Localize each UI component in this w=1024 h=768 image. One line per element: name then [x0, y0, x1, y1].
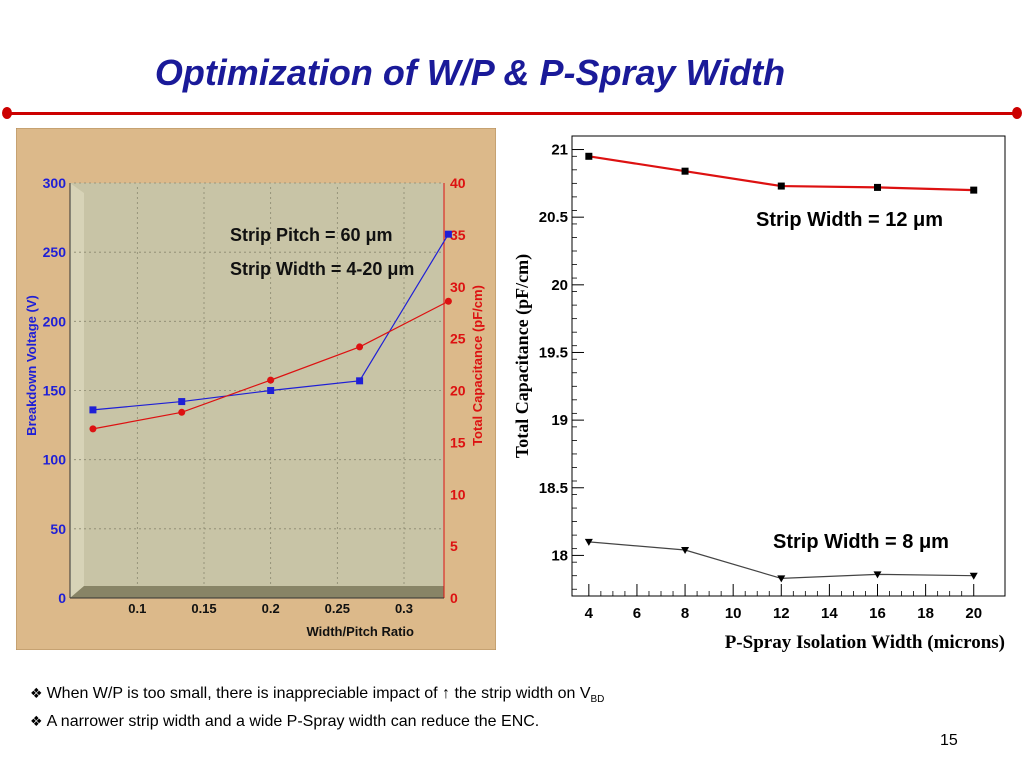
y-right-tick-label: 25 [450, 331, 466, 347]
chart-annotation: Strip Width = 4-20 μm [230, 259, 414, 279]
x-tick-label: 4 [585, 605, 594, 622]
strip-width-12-point [874, 183, 882, 191]
x-tick-label: 18 [917, 605, 934, 622]
plot-floor [70, 586, 444, 598]
breakdown-voltage-point [178, 398, 186, 406]
title-underline-left-cap [2, 107, 12, 119]
page-number: 15 [940, 732, 958, 749]
y-tick-label: 20.5 [539, 209, 568, 226]
bullet-text: A narrower strip width and a wide P-Spra… [46, 713, 540, 731]
capacitance-point [89, 425, 97, 433]
x-tick-label: 20 [965, 605, 982, 622]
x-tick-label: 12 [773, 605, 790, 622]
plot-left-wall [70, 183, 84, 598]
pspray-width-chart-svg: 4 6 8 10 12 14 16 18 20 18 18.5 19 19.5 20 20.5 21 Total… [512, 135, 1006, 653]
capacitance-point [356, 343, 364, 351]
diamond-bullet-icon: ❖ [30, 714, 43, 731]
y-left-tick-label: 0 [58, 590, 66, 606]
x-tick-label: 16 [869, 605, 886, 622]
y-right-tick-label: 40 [450, 175, 466, 191]
y-left-tick-label: 300 [43, 175, 67, 191]
y-right-tick-label: 15 [450, 434, 466, 450]
series-label: Strip Width = 8 μm [773, 531, 949, 553]
pspray-width-chart: 4 6 8 10 12 14 16 18 20 18 18.5 19 19.5 20 20.5 21 Total… [508, 128, 1016, 658]
plot-area [571, 135, 1006, 597]
breakdown-capacitance-chart: 0.1 0.15 0.2 0.25 0.3 0 50 100 150 200 250 300 0 5 10 1… [16, 128, 496, 650]
y-right-tick-label: 30 [450, 279, 466, 295]
strip-width-12-point [681, 167, 689, 175]
strip-width-8-point [681, 547, 690, 554]
x-tick-label: 14 [821, 605, 838, 622]
bullet-item: ❖ When W/P is too small, there is inappre… [30, 683, 604, 711]
diamond-bullet-icon: ❖ [30, 686, 43, 702]
y-left-tick-label: 250 [43, 244, 67, 260]
y-tick-label: 19 [551, 412, 568, 429]
title-underline [6, 112, 1018, 115]
title-underline-right-cap [1012, 107, 1022, 119]
strip-width-8-point [777, 575, 786, 583]
y-right-tick-label: 35 [450, 227, 466, 243]
strip-width-8-point [969, 572, 978, 580]
x-tick-label: 0.15 [191, 601, 216, 616]
x-axis-title: Width/Pitch Ratio [307, 624, 415, 639]
bullet-subscript: BD [590, 694, 605, 706]
bullet-text: When W/P is too small, there is inapprec… [46, 685, 591, 702]
y-left-tick-label: 100 [43, 452, 67, 468]
x-tick-label: 0.2 [262, 601, 280, 616]
y-tick-label: 19.5 [539, 344, 568, 361]
y-tick-label: 20 [551, 277, 568, 294]
strip-width-8-point [584, 538, 593, 546]
plot-area [70, 183, 444, 598]
breakdown-voltage-point [356, 377, 364, 385]
y-right-tick-label: 0 [450, 590, 458, 606]
x-tick-label: 8 [681, 605, 689, 622]
chart-annotation: Strip Pitch = 60 μm [230, 225, 393, 245]
series-label: Strip Width = 12 μm [756, 209, 943, 231]
breakdown-voltage-point [444, 230, 452, 238]
x-tick-label: 0.25 [325, 601, 350, 616]
slide-title: Optimization of W/P & P-Spray Width [154, 52, 786, 93]
capacitance-point [178, 408, 186, 416]
y-axis-title: Total Capacitance (pF/cm) [512, 254, 533, 458]
y-right-tick-label: 5 [450, 538, 458, 554]
y-right-axis-title: Total Capacitance (pF/cm) [470, 285, 485, 446]
x-tick-label: 0.1 [128, 601, 146, 616]
capacitance-point [444, 297, 452, 305]
breakdown-voltage-point [267, 387, 275, 394]
strip-width-12-point [777, 182, 785, 190]
y-right-tick-label: 20 [450, 383, 466, 399]
y-left-axis-title: Breakdown Voltage (V) [24, 295, 39, 436]
y-right-tick-label: 10 [450, 486, 466, 502]
y-tick-label: 21 [551, 142, 568, 159]
x-axis-title: P-Spray Isolation Width (microns) [725, 632, 1005, 653]
strip-width-8-point [873, 571, 882, 579]
y-left-tick-label: 200 [43, 313, 67, 329]
y-tick-label: 18.5 [539, 480, 568, 497]
bullet-list: ❖ When W/P is too small, there is inappre… [30, 683, 604, 733]
y-tick-label: 18 [551, 547, 568, 564]
x-tick-label: 6 [633, 605, 641, 622]
breakdown-capacitance-chart-svg: 0.1 0.15 0.2 0.25 0.3 0 50 100 150 200 250 300 0 5 10 1… [16, 128, 496, 650]
capacitance-point [267, 376, 275, 384]
x-tick-label: 0.3 [395, 601, 413, 616]
x-tick-label: 10 [725, 605, 742, 622]
strip-width-12-point [970, 186, 978, 194]
breakdown-voltage-point [89, 406, 97, 414]
y-left-tick-label: 50 [50, 521, 66, 537]
bullet-item: ❖ A narrower strip width and a wide P-Spr… [30, 711, 604, 733]
strip-width-12-point [585, 152, 593, 160]
y-left-tick-label: 150 [43, 383, 67, 399]
